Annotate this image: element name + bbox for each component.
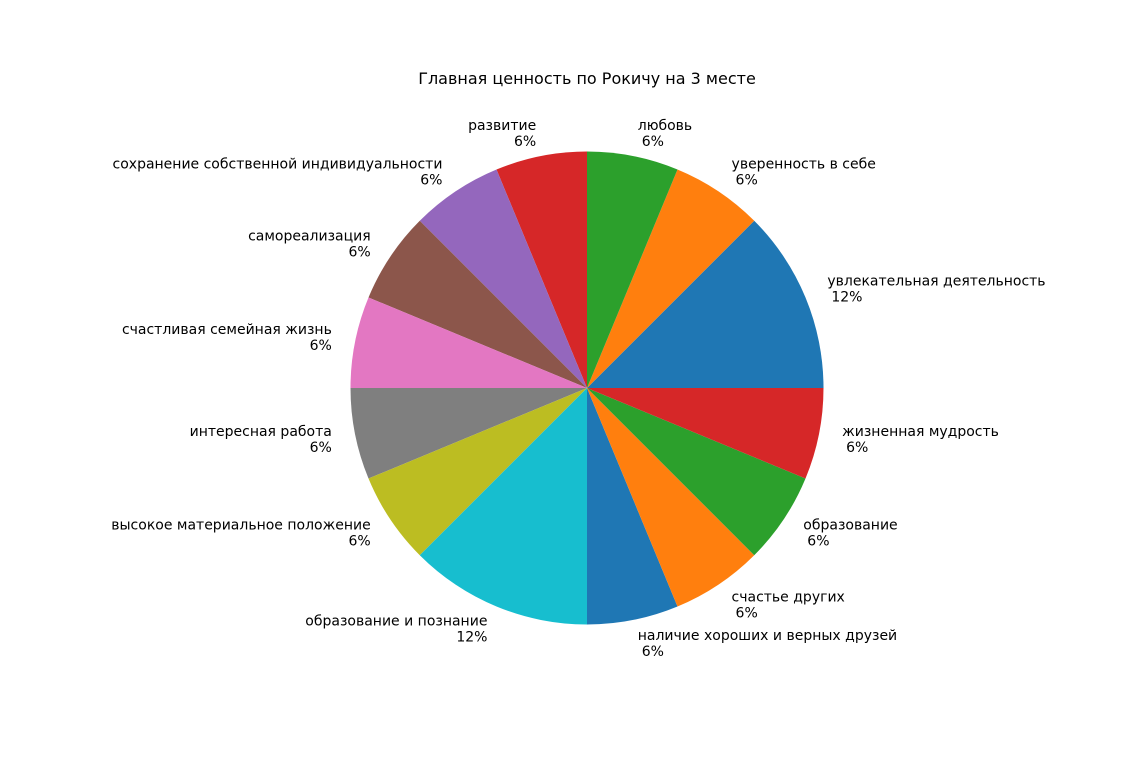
slice-percent: 6% <box>310 440 332 456</box>
pie-slice <box>419 169 587 388</box>
slice-label-name: самореализация <box>248 228 371 244</box>
slice-percent: 6% <box>348 534 370 550</box>
pie-slice <box>587 151 678 388</box>
pie-slice <box>587 169 755 388</box>
slice-percent: 6% <box>642 134 664 150</box>
pie-slice <box>419 388 587 625</box>
slice-percent: 6% <box>642 644 664 660</box>
slice-label-name: любовь <box>638 118 692 134</box>
slice-label: развитие 6% <box>468 118 536 150</box>
pie-slice <box>587 388 755 607</box>
pie-slice <box>587 220 824 388</box>
slice-percent: 6% <box>348 244 370 260</box>
slice-label-name: высокое материальное положение <box>111 518 370 534</box>
slice-percent: 6% <box>310 338 332 354</box>
slice-label: сохранение собственной индивидуальности 6… <box>113 157 443 189</box>
pie-slice <box>587 388 678 625</box>
slice-label: жизненная мудрость 6% <box>842 424 999 456</box>
slice-percent: 6% <box>736 173 758 189</box>
slice-label: образование и познание 12% <box>305 613 487 645</box>
slice-label: любовь 6% <box>638 118 692 150</box>
slice-label: интересная работа 6% <box>190 424 332 456</box>
slice-label: наличие хороших и верных друзей 6% <box>638 628 897 660</box>
pie-labels: увлекательная деятельность 12%уверенность… <box>111 118 1045 660</box>
slice-percent: 6% <box>420 173 442 189</box>
slice-label-name: сохранение собственной индивидуальности <box>113 157 443 173</box>
slice-percent: 6% <box>807 534 829 550</box>
pie-slices <box>350 151 824 625</box>
slice-percent: 12% <box>831 289 862 305</box>
slice-label-name: уверенность в себе <box>732 157 876 173</box>
slice-label-name: образование и познание <box>305 613 487 629</box>
pie-slice <box>496 151 587 388</box>
slice-label: уверенность в себе 6% <box>732 157 876 189</box>
pie-slice <box>368 220 587 388</box>
slice-label-name: счастье других <box>732 589 845 605</box>
slice-percent: 12% <box>456 629 487 645</box>
slice-label-name: счастливая семейная жизнь <box>122 322 332 338</box>
slice-label: счастливая семейная жизнь 6% <box>122 322 332 354</box>
chart-title: Главная ценность по Рокичу на 3 месте <box>418 69 756 88</box>
slice-label: образование 6% <box>803 518 897 550</box>
pie-slice <box>587 388 806 556</box>
slice-label-name: увлекательная деятельность <box>827 273 1045 289</box>
pie-slice <box>368 388 587 556</box>
slice-percent: 6% <box>514 134 536 150</box>
slice-label: счастье других 6% <box>732 589 845 621</box>
slice-label-name: наличие хороших и верных друзей <box>638 628 897 644</box>
slice-label: увлекательная деятельность 12% <box>827 273 1045 305</box>
slice-label-name: развитие <box>468 118 536 134</box>
pie-slice <box>350 388 587 479</box>
slice-label-name: жизненная мудрость <box>842 424 999 440</box>
pie-slice <box>587 388 824 479</box>
slice-label-name: интересная работа <box>190 424 332 440</box>
pie-slice <box>350 297 587 388</box>
slice-percent: 6% <box>846 440 868 456</box>
slice-label: самореализация 6% <box>248 228 371 260</box>
slice-label-name: образование <box>803 518 897 534</box>
slice-percent: 6% <box>736 605 758 621</box>
slice-label: высокое материальное положение 6% <box>111 518 370 550</box>
